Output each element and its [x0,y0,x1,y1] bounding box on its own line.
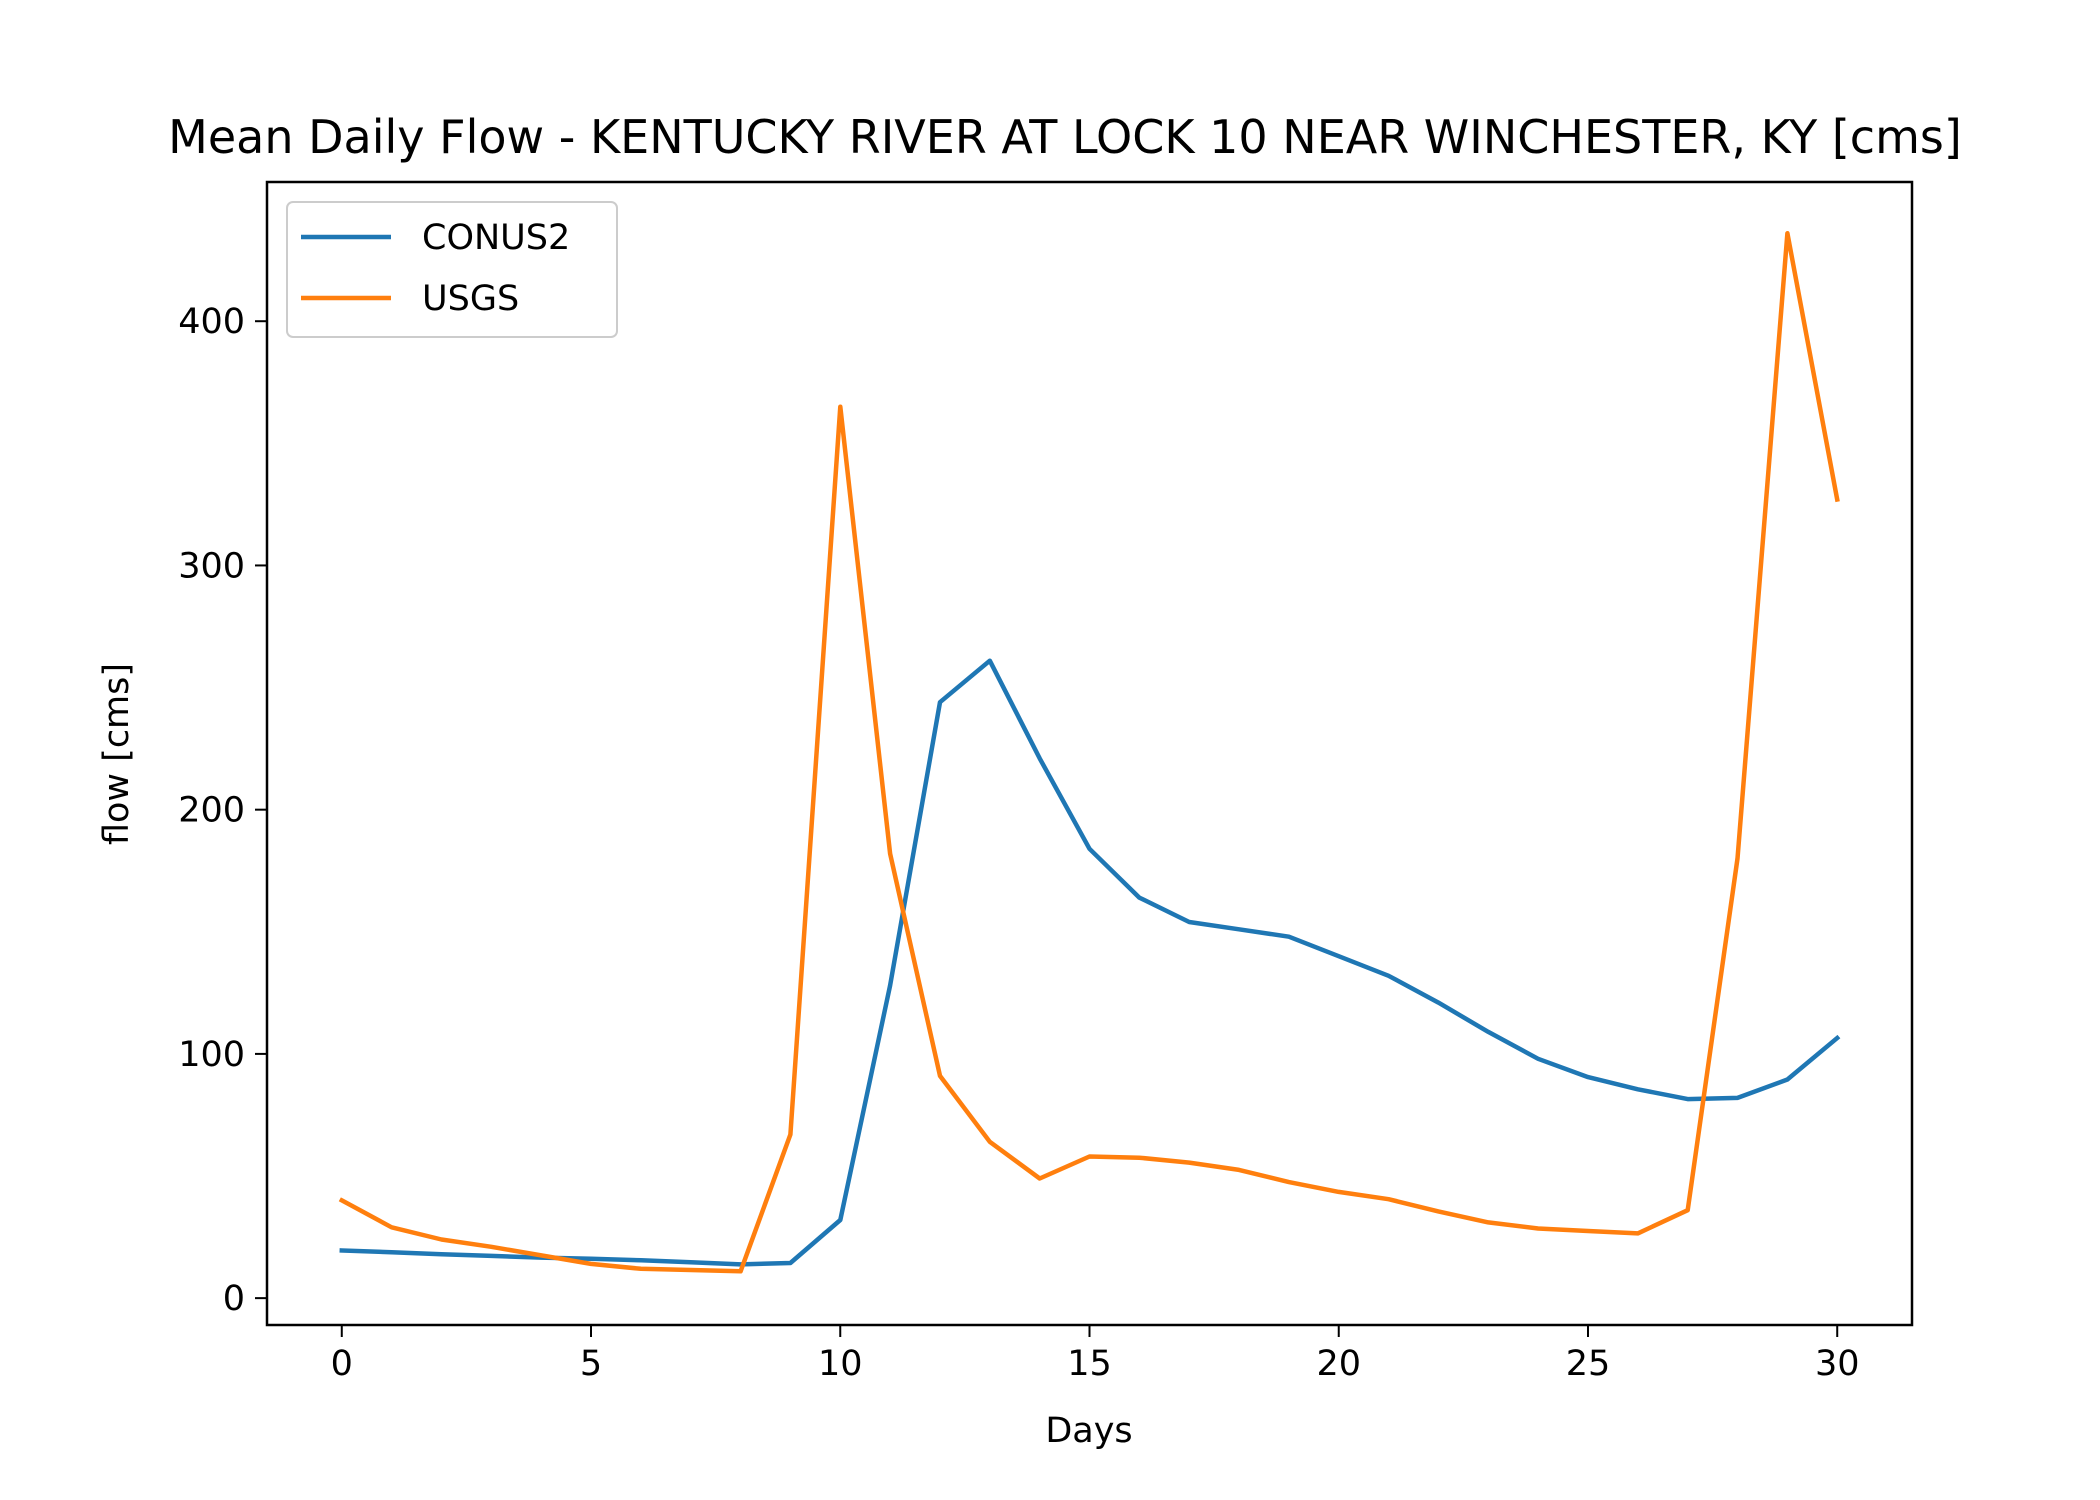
y-tick-label: 200 [178,791,245,831]
legend-label-conus2: CONUS2 [422,218,570,258]
y-tick-label: 400 [178,302,245,342]
x-tick-label: 15 [1067,1344,1112,1384]
plot-frame [265,180,1914,1327]
x-tick-label: 30 [1815,1344,1860,1384]
x-tick-label: 25 [1566,1344,1611,1384]
x-axis-label: Days [1045,1411,1132,1451]
x-axis: 0 5 10 15 20 25 30 [331,1325,1860,1384]
y-axis-label: flow [cms] [97,663,137,845]
series-line-usgs [338,231,1840,1274]
plot-area [265,180,1914,1327]
x-tick-label: 20 [1316,1344,1361,1384]
legend: CONUS2 USGS [286,201,618,338]
y-axis: 0 100 200 300 400 [178,302,267,1319]
series-line-conus2 [339,658,1841,1267]
y-tick-label: 300 [178,546,245,586]
x-tick-label: 10 [818,1344,863,1384]
x-tick-label: 5 [580,1344,602,1384]
chart-title: Mean Daily Flow - KENTUCKY RIVER AT LOCK… [168,110,1962,164]
legend-label-usgs: USGS [422,279,519,319]
series-layer [338,231,1841,1274]
x-tick-label: 0 [331,1344,353,1384]
y-tick-label: 100 [178,1035,245,1075]
y-tick-label: 0 [223,1279,245,1319]
